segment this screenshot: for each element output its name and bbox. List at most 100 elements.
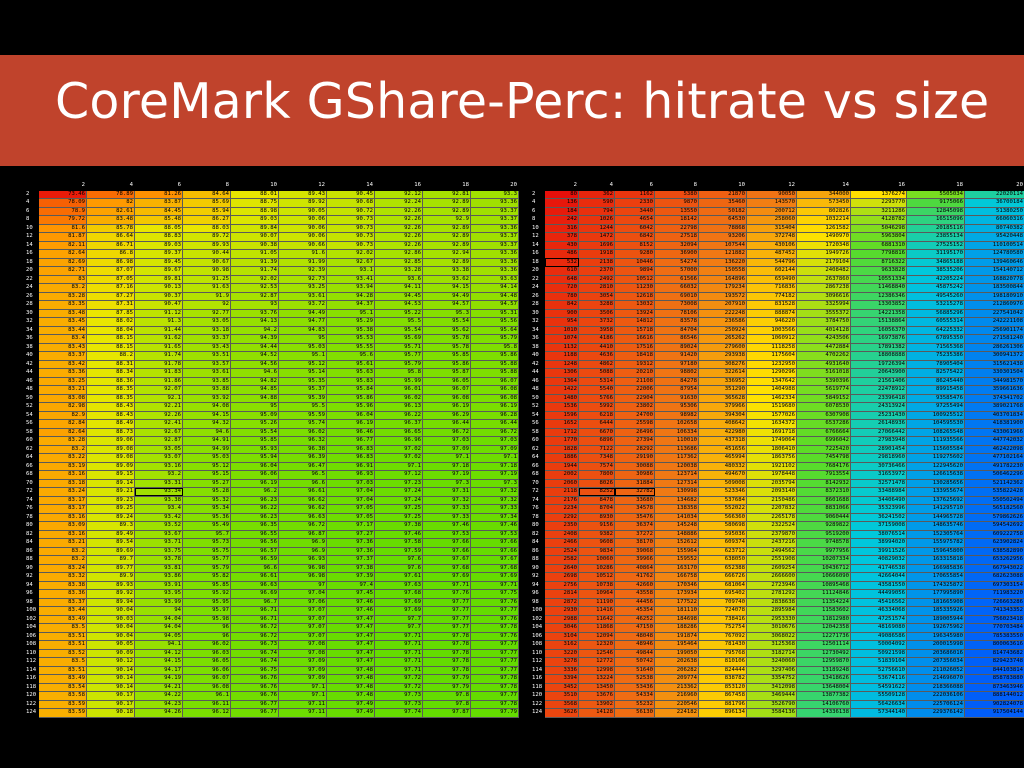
data-cell[interactable]: 97.66 [422, 538, 471, 548]
data-cell[interactable]: 95.86 [326, 393, 375, 403]
data-cell[interactable]: 1490970 [796, 232, 851, 242]
data-cell[interactable]: 359661636 [964, 385, 1024, 395]
data-cell[interactable]: 117362 [654, 453, 699, 463]
data-cell[interactable]: 92.26 [374, 206, 423, 216]
data-cell[interactable]: 174325872 [906, 580, 965, 590]
data-cell[interactable]: 181110 [654, 606, 699, 616]
data-cell[interactable]: 93.71 [134, 538, 183, 548]
data-cell[interactable]: 810106 [698, 657, 747, 667]
data-cell[interactable]: 54591622 [850, 682, 907, 692]
data-cell[interactable]: 95420448 [964, 232, 1024, 242]
data-cell[interactable]: 1032214 [796, 215, 851, 225]
data-cell[interactable]: 20643900 [850, 368, 907, 378]
data-cell[interactable]: 31884 [614, 478, 655, 488]
data-cell[interactable]: 362 [578, 189, 615, 199]
data-cell[interactable]: 322614 [698, 368, 747, 378]
data-cell[interactable]: 95.82 [182, 572, 231, 582]
data-cell[interactable]: 88.35 [86, 385, 135, 395]
data-cell[interactable]: 113686 [654, 444, 699, 454]
data-cell[interactable]: 134682 [654, 495, 699, 505]
data-cell[interactable]: 177995890 [906, 589, 965, 599]
data-cell[interactable]: 97.47 [326, 648, 375, 658]
data-cell[interactable]: 659490 [746, 274, 797, 284]
data-cell[interactable]: 83.08 [38, 393, 87, 403]
data-cell[interactable]: 97.71 [374, 640, 423, 650]
data-cell[interactable]: 12094 [578, 631, 615, 641]
data-cell[interactable]: 207910 [698, 300, 747, 310]
data-cell[interactable]: 1596 [544, 410, 579, 420]
data-cell[interactable]: 279600 [698, 342, 747, 352]
data-cell[interactable]: 90.17 [86, 691, 135, 701]
data-cell[interactable]: 394304 [698, 410, 747, 420]
data-cell[interactable]: 95.87 [422, 368, 471, 378]
data-cell[interactable]: 95.5 [374, 317, 423, 327]
data-cell[interactable]: 95.09 [230, 410, 279, 420]
data-cell[interactable]: 93.86 [134, 572, 183, 582]
data-cell[interactable]: 29190 [614, 453, 655, 463]
data-cell[interactable]: 83.21 [38, 385, 87, 395]
data-cell[interactable]: 8478 [578, 495, 615, 505]
data-cell[interactable]: 96.04 [230, 461, 279, 471]
data-cell[interactable]: 96.6 [230, 563, 279, 573]
data-cell[interactable]: 465994 [698, 453, 747, 463]
data-cell[interactable]: 22020114 [964, 189, 1024, 199]
data-cell[interactable]: 1306 [544, 368, 579, 378]
data-cell[interactable]: 437318 [698, 436, 747, 446]
data-cell[interactable]: 44499056 [850, 589, 907, 599]
data-cell[interactable]: 94.57 [422, 300, 471, 310]
data-cell[interactable]: 83.16 [38, 470, 87, 480]
data-cell[interactable]: 97.8 [422, 699, 471, 709]
data-cell[interactable]: 92.77 [182, 308, 231, 318]
data-cell[interactable]: 83.59 [38, 708, 87, 718]
data-cell[interactable]: 42205224 [906, 274, 965, 284]
data-cell[interactable]: 93.51 [182, 351, 231, 361]
data-cell[interactable]: 166985836 [906, 563, 965, 573]
data-cell[interactable]: 95.78 [422, 334, 471, 344]
data-cell[interactable]: 95.92 [182, 589, 231, 599]
data-cell[interactable]: 136 [544, 198, 579, 208]
data-cell[interactable]: 954 [544, 317, 579, 327]
data-cell[interactable]: 97.48 [326, 674, 375, 684]
data-cell[interactable]: 12271736 [796, 631, 851, 641]
data-cell[interactable]: 11354224 [796, 597, 851, 607]
data-cell[interactable]: 200712 [746, 206, 797, 216]
data-cell[interactable]: 45875242 [906, 283, 965, 293]
data-cell[interactable]: 12501114 [796, 640, 851, 650]
data-cell[interactable]: 83.2 [38, 444, 87, 454]
data-cell[interactable]: 8930 [578, 512, 615, 522]
data-cell[interactable]: 97.32 [422, 495, 471, 505]
data-cell[interactable]: 3182714 [746, 648, 797, 658]
data-cell[interactable]: 2867238 [796, 283, 851, 293]
data-cell[interactable]: 95 [278, 334, 327, 344]
data-cell[interactable]: 96.22 [374, 410, 423, 420]
data-cell[interactable]: 94.2 [230, 325, 279, 335]
data-cell[interactable]: 83.36 [38, 589, 87, 599]
data-cell[interactable]: 38076514 [850, 529, 907, 539]
data-cell[interactable]: 97.77 [422, 614, 471, 624]
data-cell[interactable]: 3452 [544, 682, 579, 692]
data-cell[interactable]: 93.34 [134, 487, 183, 497]
data-cell[interactable]: 94.6 [230, 368, 279, 378]
data-cell[interactable]: 144965728 [906, 512, 965, 522]
data-cell[interactable]: 13877382 [796, 691, 851, 701]
data-cell[interactable]: 86245440 [906, 376, 965, 386]
data-cell[interactable]: 12730492 [796, 648, 851, 658]
data-cell[interactable]: 94.17 [134, 665, 183, 675]
data-cell[interactable]: 3325994 [796, 300, 851, 310]
data-cell[interactable]: 2408482 [796, 266, 851, 276]
data-cell[interactable]: 90.73 [326, 223, 375, 233]
data-cell[interactable]: 95.94 [230, 453, 279, 463]
data-cell[interactable]: 10060 [578, 555, 615, 565]
data-cell[interactable]: 96.06 [182, 665, 231, 675]
data-cell[interactable]: 90.07 [230, 232, 279, 242]
data-cell[interactable]: 95.59 [278, 410, 327, 420]
data-cell[interactable]: 31195170 [906, 249, 965, 259]
data-cell[interactable]: 90050 [746, 189, 797, 199]
data-cell[interactable]: 1978448 [746, 470, 797, 480]
data-cell[interactable]: 95.14 [278, 368, 327, 378]
data-cell[interactable]: 95.85 [230, 436, 279, 446]
data-cell[interactable]: 1918 [578, 249, 615, 259]
data-cell[interactable]: 10436712 [796, 563, 851, 573]
data-cell[interactable]: 2350 [544, 521, 579, 531]
data-cell[interactable]: 3104 [544, 631, 579, 641]
